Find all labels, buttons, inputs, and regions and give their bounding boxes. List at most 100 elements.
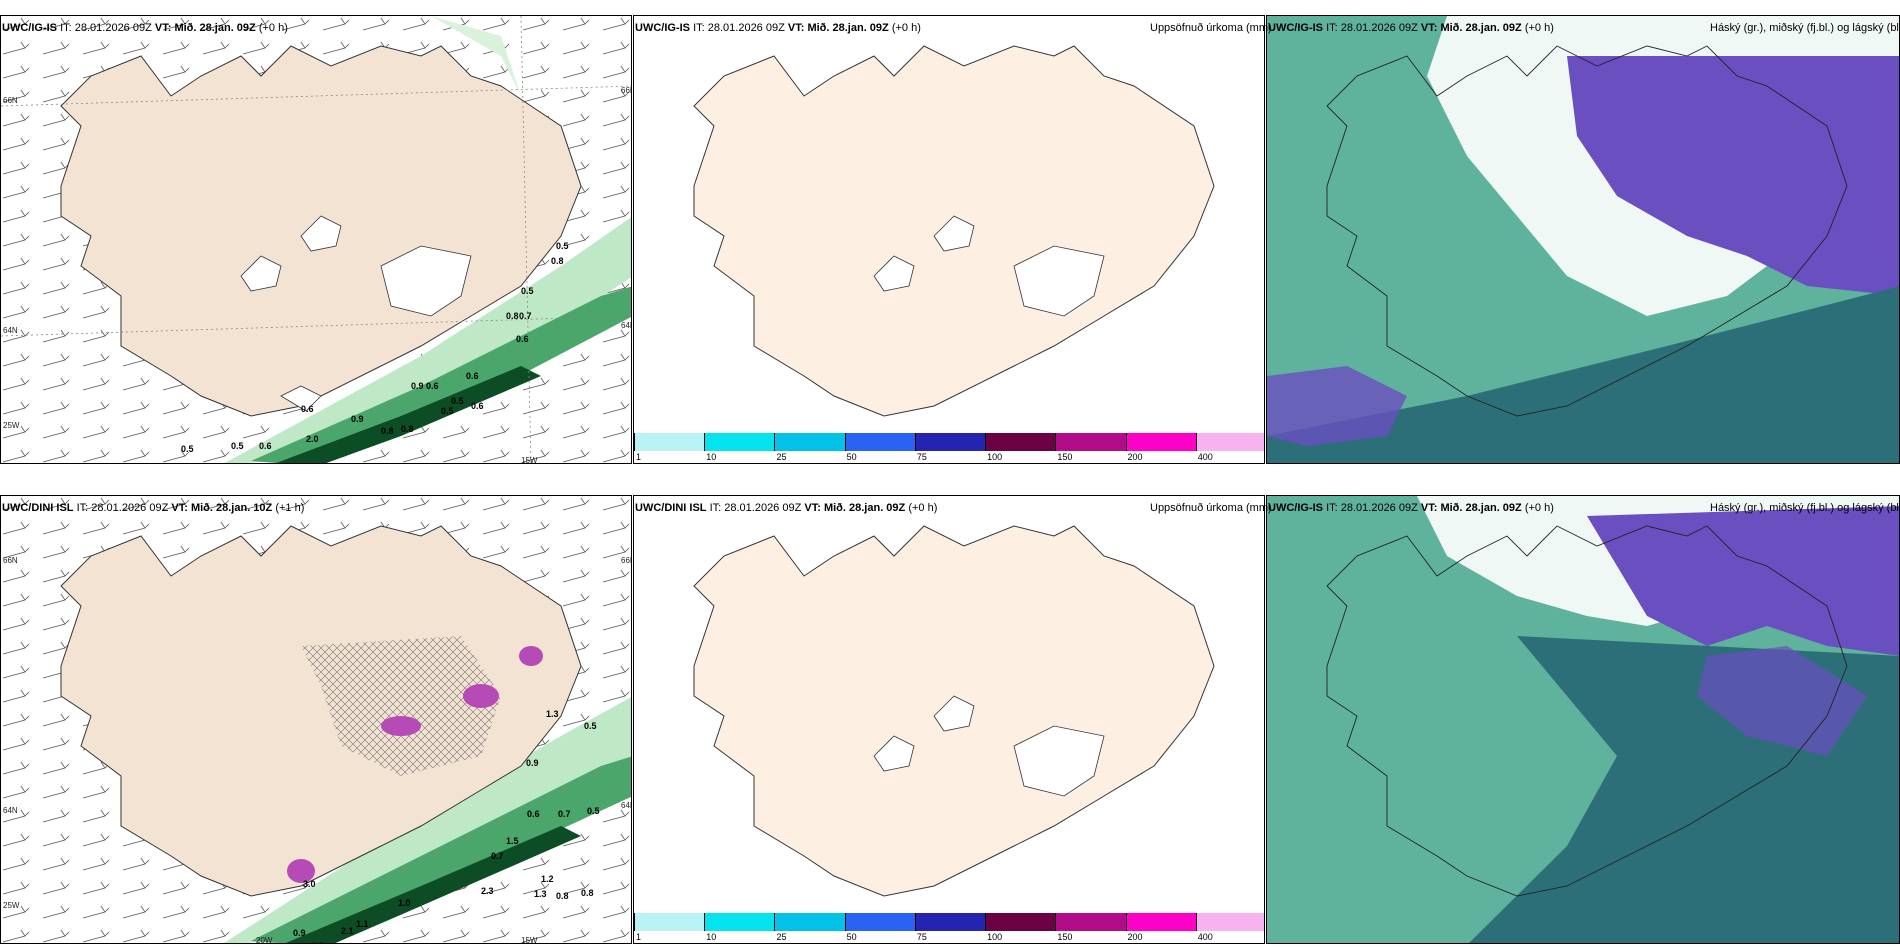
lon-15w-label: 15W (521, 456, 538, 464)
legend-swatch (704, 913, 775, 931)
precip-value-label: 0.5 (451, 396, 464, 406)
cloud-map-bot (1267, 496, 1899, 943)
lat-66n-right-label: 66N (621, 86, 631, 95)
legend-swatch (985, 913, 1056, 931)
precip-value-label: 0.5 (181, 444, 194, 454)
precip-value-label: 2.3 (481, 886, 494, 896)
legend-swatch (634, 913, 705, 931)
it-value: 28.01.2026 09Z (91, 502, 169, 514)
precip-value-label: 0.6 (301, 404, 314, 414)
precip-value-label: 0.8 (401, 424, 414, 434)
precip-legend-top: 1 10 25 50 75 100 150 200 400 (634, 433, 1264, 463)
precip-value-label: 0.5 (521, 286, 534, 296)
header-bot-left: UWC/DINI ISL IT: 28.01.2026 09Z VT: Mið.… (2, 499, 304, 517)
lat-64n-right-label: 64N (621, 321, 631, 330)
precip-value-label: 0.8 (556, 891, 569, 901)
header-bot-right: UWC/IG-IS IT: 28.01.2026 09Z VT: Mið. 28… (1268, 499, 1554, 517)
map-bot-left (1, 496, 631, 943)
precip-value-label: 0.7 (558, 809, 571, 819)
offset: (+0 h) (891, 22, 921, 34)
legend-swatch (914, 913, 986, 931)
legend-swatch (985, 433, 1056, 451)
precip-value-label: 0.5 (556, 241, 569, 251)
vt-label: VT: (787, 22, 805, 34)
legend-tick: 200 (1127, 932, 1143, 942)
precip-value-label: 1.3 (311, 941, 324, 943)
precip-legend-bot: 1 10 25 50 75 100 150 200 400 (634, 913, 1264, 943)
title-precip-top: Uppsöfnuð úrkoma (mm) (1150, 22, 1272, 34)
panel-top-mid: 1 10 25 50 75 100 150 200 400 (633, 15, 1265, 464)
precip-value-label: 0.7 (491, 851, 504, 861)
vt-value: Mið. 28.jan. 09Z (174, 22, 256, 34)
it-label: IT: (1326, 22, 1338, 34)
precip-value-label: 0.6 (259, 441, 272, 451)
it-label: IT: (60, 22, 72, 34)
legend-tick: 50 (846, 452, 857, 462)
legend-swatch (844, 913, 915, 931)
legend-swatch (1195, 913, 1264, 931)
vt-label: VT: (1420, 22, 1438, 34)
legend-tick: 150 (1057, 452, 1073, 462)
legend-tick: 100 (987, 452, 1003, 462)
map-top-mid (693, 45, 1215, 417)
precip-value-label: 0.5 (441, 406, 454, 416)
it-label: IT: (76, 502, 89, 514)
title-precip-bot: Uppsöfnuð úrkoma (mm) (1150, 502, 1272, 514)
lat-64n-label: 64N (3, 326, 18, 335)
precip-value-label: 2.0 (306, 434, 319, 444)
legend-swatch (774, 433, 845, 451)
title-cloud-bot: Háský (gr.), miðský (fj.bl.) og lágský (… (1710, 502, 1900, 514)
legend-swatch (1055, 433, 1126, 451)
it-label: IT: (709, 502, 722, 514)
precip-value-label: 0.8 (506, 311, 519, 321)
vt-value: Mið. 28.jan. 09Z (1440, 22, 1522, 34)
precip-value-label: 0.8 (551, 256, 564, 266)
model-name: UWC/IG-IS (1268, 502, 1323, 514)
panel-bot-left: 66N 64N 25W 20W 15W 66N 64N 0.9 1.3 1.12.1… (0, 495, 632, 944)
precip-value-label: 0.7 (519, 311, 532, 321)
it-label: IT: (1326, 502, 1338, 514)
it-value: 28.01.2026 09Z (74, 22, 152, 34)
vt-value: Mið. 28.jan. 09Z (807, 22, 889, 34)
legend-tick: 75 (916, 932, 927, 942)
legend-tick: 25 (776, 452, 787, 462)
precip-value-label: 1.5 (506, 836, 519, 846)
header-top-mid: UWC/IG-IS IT: 28.01.2026 09Z VT: Mið. 28… (635, 19, 921, 37)
legend-tick: 25 (776, 932, 787, 942)
legend-tick: 50 (846, 932, 857, 942)
lat-64n-label: 64N (3, 806, 18, 815)
legend-tick: 75 (916, 452, 927, 462)
panel-top-left: 66N 64N 25W 15W 66N 64N 0.50.50.62.00.80… (0, 15, 632, 464)
lat-64n-right-label: 64N (621, 801, 631, 810)
legend-tick: 150 (1057, 932, 1073, 942)
vt-value: Mið. 28.jan. 09Z (1440, 502, 1522, 514)
precip-value-label: 0.5 (231, 441, 244, 451)
precip-value-label: 3.0 (303, 879, 316, 889)
model-name: UWC/IG-IS (1268, 22, 1323, 34)
precip-value-label: 0.8 (381, 426, 394, 436)
model-name: UWC/IG-IS (2, 22, 57, 34)
legend-swatch (1195, 433, 1264, 451)
panel-top-right (1266, 15, 1900, 464)
offset: (+0 h) (1524, 502, 1554, 514)
offset: (+0 h) (258, 22, 288, 34)
panel-bot-right (1266, 495, 1900, 944)
precip-value-label: 1.1 (356, 919, 369, 929)
lon-25w-label: 25W (3, 901, 20, 910)
legend-tick: 1 (636, 452, 642, 462)
legend-tick: 1 (636, 932, 642, 942)
model-name: UWC/DINI ISL (2, 502, 74, 514)
legend-swatch (1055, 913, 1126, 931)
legend-tick: 400 (1197, 932, 1213, 942)
legend-swatch (1125, 913, 1196, 931)
precip-value-label: 0.6 (471, 401, 484, 411)
vt-label: VT: (154, 22, 172, 34)
precip-value-label: 1.2 (541, 874, 554, 884)
precip-value-label: 0.9 (351, 414, 364, 424)
lon-15w-label: 15W (521, 936, 538, 944)
it-value: 28.01.2026 09Z (1340, 22, 1418, 34)
it-value: 28.01.2026 09Z (724, 502, 802, 514)
legend-swatch (704, 433, 775, 451)
offset: (+0 h) (1524, 22, 1554, 34)
precip-value-label: 0.6 (466, 371, 479, 381)
